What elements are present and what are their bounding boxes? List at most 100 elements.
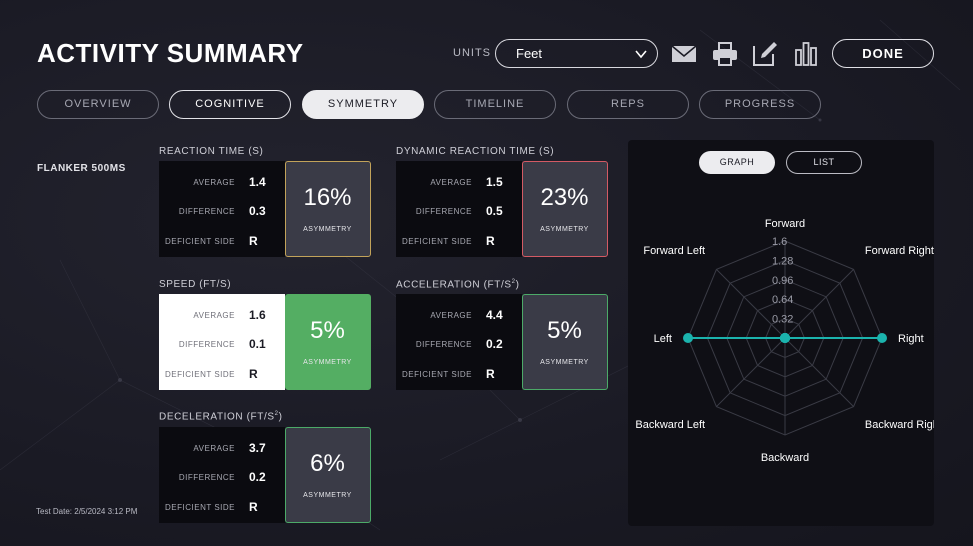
average-value: 1.6 <box>249 308 266 322</box>
deficient-side-value: R <box>249 500 258 514</box>
radar-spoke <box>784 337 854 407</box>
print-icon[interactable] <box>711 40 739 68</box>
radar-tick-label: 0.96 <box>772 275 793 287</box>
radar-axis-label: Backward Left <box>635 419 705 431</box>
tab-cognitive[interactable]: COGNITIVE <box>169 90 291 119</box>
deficient-side-label: DEFICIENT SIDE <box>402 237 472 246</box>
deficient-side-value: R <box>486 367 495 381</box>
asymmetry-value: 5% <box>547 317 582 344</box>
speed-title: SPEED (FT/S) <box>159 279 232 290</box>
symmetry-graph-panel: GRAPH LIST 1.6 1.28 0.96 0.64 0.32 Forward For… <box>628 140 934 526</box>
page-title: ACTIVITY SUMMARY <box>37 38 304 68</box>
stats-panel: AVERAGE 4.4 DIFFERENCE 0.2 DEFICIENT SIDE R <box>396 294 522 390</box>
asymmetry-value: 23% <box>540 184 589 211</box>
difference-value: 0.2 <box>249 470 266 484</box>
radar-tick-label: 1.6 <box>772 236 787 248</box>
units-label: UNITS <box>453 47 491 59</box>
average-label: AVERAGE <box>430 178 472 187</box>
asymmetry-label: ASYMMETRY <box>540 226 589 233</box>
radar-point <box>683 333 693 343</box>
tab-symmetry[interactable]: SYMMETRY <box>302 90 424 119</box>
radar-axis-label: Backward Right <box>865 419 934 431</box>
tab-progress[interactable]: PROGRESS <box>699 90 821 119</box>
deficient-side-label: DEFICIENT SIDE <box>165 237 235 246</box>
difference-value: 0.3 <box>249 204 266 218</box>
radar-axis-label: Forward <box>765 218 805 230</box>
radar-axis-label: Left <box>654 333 672 345</box>
graph-toggle-button[interactable]: GRAPH <box>699 151 775 174</box>
reaction-time-card: AVERAGE 1.4 DIFFERENCE 0.3 DEFICIENT SIDE R… <box>159 161 371 257</box>
average-value: 1.4 <box>249 175 266 189</box>
deficient-side-value: R <box>486 234 495 248</box>
acceleration-title: ACCELERATION (FT/S2) <box>396 279 520 291</box>
average-value: 4.4 <box>486 308 503 322</box>
deceleration-title: DECELERATION (FT/S2) <box>159 411 283 423</box>
difference-value: 0.2 <box>486 337 503 351</box>
asymmetry-label: ASYMMETRY <box>303 492 352 499</box>
stats-panel: AVERAGE 3.7 DIFFERENCE 0.2 DEFICIENT SIDE R <box>159 427 285 523</box>
deficient-side-value: R <box>249 234 258 248</box>
tab-overview[interactable]: OVERVIEW <box>37 90 159 119</box>
acceleration-card: AVERAGE 4.4 DIFFERENCE 0.2 DEFICIENT SIDE R… <box>396 294 608 390</box>
average-value: 3.7 <box>249 441 266 455</box>
tab-timeline[interactable]: TIMELINE <box>434 90 556 119</box>
dynamic-reaction-time-title: DYNAMIC REACTION TIME (S) <box>396 146 555 157</box>
radar-chart: 1.6 1.28 0.96 0.64 0.32 Forward Forward Right R… <box>635 218 934 464</box>
asymmetry-label: ASYMMETRY <box>303 226 352 233</box>
reaction-time-title: REACTION TIME (S) <box>159 146 264 157</box>
radar-tick-label: 0.32 <box>772 314 793 326</box>
radar-point <box>877 333 887 343</box>
chevron-down-icon <box>635 50 647 59</box>
dynamic-reaction-time-card: AVERAGE 1.5 DIFFERENCE 0.5 DEFICIENT SIDE R… <box>396 161 608 257</box>
deceleration-card: AVERAGE 3.7 DIFFERENCE 0.2 DEFICIENT SIDE R… <box>159 427 371 523</box>
average-value: 1.5 <box>486 175 503 189</box>
average-label: AVERAGE <box>193 178 235 187</box>
difference-value: 0.1 <box>249 337 266 351</box>
asymmetry-label: ASYMMETRY <box>303 359 352 366</box>
asymmetry-box: 6% ASYMMETRY <box>285 427 371 523</box>
radar-axis-label: Backward <box>761 452 809 464</box>
deficient-side-value: R <box>249 367 258 381</box>
difference-label: DIFFERENCE <box>178 473 235 482</box>
mail-icon[interactable] <box>670 40 698 68</box>
radar-point <box>780 333 790 343</box>
average-label: AVERAGE <box>193 311 235 320</box>
asymmetry-label: ASYMMETRY <box>540 359 589 366</box>
radar-spoke <box>716 269 786 339</box>
radar-tick-label: 0.64 <box>772 294 793 306</box>
radar-axis-label: Right <box>898 333 924 345</box>
tab-reps[interactable]: REPS <box>567 90 689 119</box>
asymmetry-box: 5% ASYMMETRY <box>522 294 608 390</box>
difference-label: DIFFERENCE <box>415 207 472 216</box>
asymmetry-box: 16% ASYMMETRY <box>285 161 371 257</box>
asymmetry-value: 6% <box>310 450 345 477</box>
deficient-side-label: DEFICIENT SIDE <box>402 370 472 379</box>
radar-tick-label: 1.28 <box>772 255 793 267</box>
stats-panel: AVERAGE 1.5 DIFFERENCE 0.5 DEFICIENT SIDE R <box>396 161 522 257</box>
units-select-value: Feet <box>516 46 543 61</box>
test-name: FLANKER 500MS <box>37 163 126 174</box>
list-toggle-button[interactable]: LIST <box>786 151 862 174</box>
radar-axis-label: Forward Right <box>865 245 934 257</box>
asymmetry-box: 23% ASYMMETRY <box>522 161 608 257</box>
difference-label: DIFFERENCE <box>415 340 472 349</box>
deficient-side-label: DEFICIENT SIDE <box>165 370 235 379</box>
units-select[interactable]: Feet <box>495 39 658 68</box>
average-label: AVERAGE <box>193 444 235 453</box>
difference-label: DIFFERENCE <box>178 207 235 216</box>
asymmetry-box: 5% ASYMMETRY <box>285 294 371 390</box>
difference-value: 0.5 <box>486 204 503 218</box>
radar-spoke <box>784 269 854 339</box>
edit-icon[interactable] <box>751 40 779 68</box>
deficient-side-label: DEFICIENT SIDE <box>165 503 235 512</box>
test-date: Test Date: 2/5/2024 3:12 PM <box>36 507 138 516</box>
asymmetry-value: 5% <box>310 317 345 344</box>
asymmetry-value: 16% <box>303 184 352 211</box>
stats-panel: AVERAGE 1.4 DIFFERENCE 0.3 DEFICIENT SIDE R <box>159 161 285 257</box>
stats-panel: AVERAGE 1.6 DIFFERENCE 0.1 DEFICIENT SIDE R <box>159 294 285 390</box>
difference-label: DIFFERENCE <box>178 340 235 349</box>
done-button[interactable]: DONE <box>832 39 934 68</box>
speed-card: AVERAGE 1.6 DIFFERENCE 0.1 DEFICIENT SIDE R… <box>159 294 371 390</box>
radar-axis-label: Forward Left <box>643 245 705 257</box>
bar-chart-icon[interactable] <box>792 40 820 68</box>
